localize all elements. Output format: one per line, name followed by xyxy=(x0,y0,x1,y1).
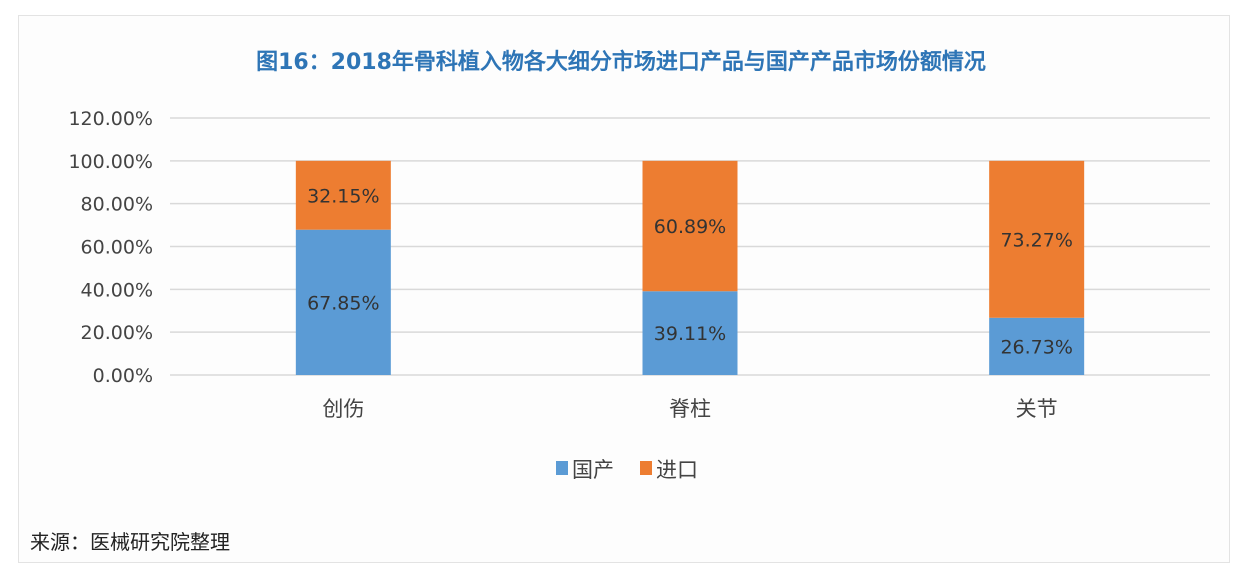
y-tick-label: 100.00% xyxy=(68,151,153,173)
bar-国产 xyxy=(989,317,1085,375)
y-tick-label: 0.00% xyxy=(93,365,153,387)
data-label: 67.85% xyxy=(307,292,379,314)
bar-国产 xyxy=(642,291,738,375)
legend-label: 国产 xyxy=(572,458,614,482)
y-tick-label: 80.00% xyxy=(81,194,153,216)
y-tick-label: 60.00% xyxy=(81,237,153,259)
legend-swatch xyxy=(556,461,568,475)
y-tick-label: 20.00% xyxy=(81,322,153,344)
data-label: 32.15% xyxy=(307,185,379,207)
y-tick-label: 40.00% xyxy=(81,279,153,301)
legend-label: 进口 xyxy=(656,458,698,482)
source-note: 来源：医械研究院整理 xyxy=(30,530,230,554)
data-label: 39.11% xyxy=(654,323,726,345)
y-tick-label: 120.00% xyxy=(68,108,153,130)
data-label: 26.73% xyxy=(1000,336,1072,358)
bar-进口 xyxy=(989,160,1085,318)
bar-国产 xyxy=(295,229,391,375)
data-label: 73.27% xyxy=(1000,229,1072,251)
x-tick-label: 创伤 xyxy=(322,397,364,421)
x-tick-label: 关节 xyxy=(1016,397,1058,421)
bar-进口 xyxy=(642,160,738,292)
legend-swatch xyxy=(640,461,652,475)
data-label: 60.89% xyxy=(654,216,726,238)
bar-进口 xyxy=(295,160,391,230)
chart-title: 图16：2018年骨科植入物各大细分市场进口产品与国产产品市场份额情况 xyxy=(256,50,986,75)
x-tick-label: 脊柱 xyxy=(669,397,711,421)
